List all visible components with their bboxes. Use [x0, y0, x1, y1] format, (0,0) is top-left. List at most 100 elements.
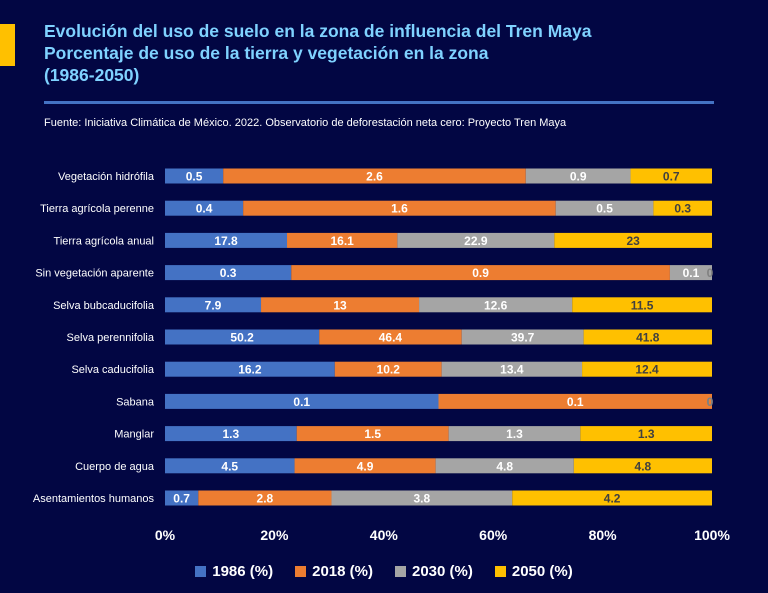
x-tick-label: 60% [479, 527, 508, 543]
legend-item: 2030 (%) [395, 563, 473, 580]
data-label: 4.5 [221, 459, 238, 473]
bar-segment [583, 329, 712, 345]
bar-segment [580, 426, 712, 442]
data-label: 2.8 [257, 492, 274, 506]
data-label: 13.4 [500, 363, 524, 377]
title-divider [44, 101, 714, 104]
data-label: 0.7 [173, 492, 190, 506]
data-label: 0.3 [674, 202, 691, 216]
bar-segment [441, 361, 583, 377]
bar-segment [397, 232, 555, 248]
legend-swatch [295, 566, 307, 577]
bar-segment [334, 361, 442, 377]
bar-segment [555, 200, 654, 216]
data-label: 13 [333, 298, 347, 312]
bar-segment [572, 297, 712, 313]
bar-segment [291, 265, 670, 281]
category-label: Cuerpo de agua [75, 461, 155, 473]
bar-segment [319, 329, 462, 345]
data-label: 1.6 [391, 202, 408, 216]
data-label: 1.3 [222, 427, 239, 441]
bar-segment [525, 168, 631, 184]
x-tick-label: 0% [155, 527, 176, 543]
legend-label: 2050 (%) [511, 563, 573, 580]
bar-segment [438, 393, 712, 409]
data-label: 0.9 [570, 170, 587, 184]
bar-segment [435, 458, 574, 474]
data-label: 0.1 [293, 395, 310, 409]
data-label: 0.1 [683, 266, 700, 280]
source-note: Fuente: Iniciativa Climática de México. … [44, 117, 567, 129]
title-line-1: Evolución del uso de suelo en la zona de… [44, 21, 592, 41]
bar-segment [554, 232, 712, 248]
bar-segment [448, 426, 581, 442]
legend-label: 1986 (%) [212, 563, 274, 580]
category-label: Asentamientos humanos [33, 493, 155, 505]
legend-swatch [494, 566, 506, 577]
bar-segment [165, 458, 295, 474]
data-label: 41.8 [636, 331, 660, 345]
data-label: 4.8 [496, 459, 513, 473]
title-line-3: (1986-2050) [44, 65, 140, 85]
bar-segment [461, 329, 584, 345]
legend-swatch [195, 566, 207, 577]
data-label: 0.5 [596, 202, 613, 216]
bar-segment [223, 168, 526, 184]
category-label: Sin vegetación aparente [35, 268, 154, 280]
bar-segment [165, 393, 439, 409]
data-label: 0.3 [220, 266, 237, 280]
data-label: 1.3 [506, 427, 523, 441]
x-tick-label: 80% [589, 527, 618, 543]
data-label: 4.9 [357, 459, 374, 473]
bar-segment [165, 297, 262, 313]
data-label: 46.4 [379, 331, 403, 345]
chart-legend: 1986 (%) 2018 (%) 2030 (%) 2050 (%) [0, 563, 768, 580]
data-label: 0 [707, 266, 714, 280]
bar-segment [243, 200, 556, 216]
data-label: 0.4 [196, 202, 213, 216]
bar-segment [165, 426, 297, 442]
data-label: 0 [707, 395, 714, 409]
category-label: Sabana [116, 396, 155, 408]
data-label: 16.2 [238, 363, 262, 377]
bar-segment [296, 426, 449, 442]
x-tick-label: 100% [694, 527, 730, 543]
bar-segment [419, 297, 573, 313]
data-label: 12.4 [635, 363, 659, 377]
title-line-2: Porcentaje de uso de la tierra y vegetac… [44, 43, 489, 63]
category-label: Tierra agrícola anual [54, 235, 154, 247]
bar-segment [582, 361, 712, 377]
data-label: 1.3 [638, 427, 655, 441]
legend-swatch [395, 566, 406, 577]
data-label: 0.5 [186, 170, 203, 184]
legend-item: 2050 (%) [494, 563, 573, 580]
x-tick-label: 20% [260, 527, 289, 543]
data-label: 17.8 [214, 234, 238, 248]
data-label: 10.2 [377, 363, 401, 377]
data-label: 3.8 [414, 492, 431, 506]
bar-segment [165, 232, 288, 248]
bar-segment [198, 490, 332, 506]
category-label: Manglar [114, 429, 154, 441]
legend-item: 2018 (%) [295, 563, 373, 580]
category-label: Tierra agrícola perenne [40, 203, 154, 215]
bar-segment [512, 490, 712, 506]
bar-segment [653, 200, 712, 216]
data-label: 0 [707, 395, 714, 409]
bar-segment [630, 168, 712, 184]
legend-label: 2018 (%) [312, 563, 373, 580]
data-label: 11.5 [631, 298, 654, 312]
bar-segment [165, 329, 320, 345]
category-label: Selva perennifolia [67, 332, 155, 344]
data-label: 22.9 [464, 234, 488, 248]
data-label: 2.6 [366, 170, 383, 184]
data-label: 7.9 [205, 298, 222, 312]
bar-segment [287, 232, 398, 248]
data-label: 4.2 [604, 492, 621, 506]
legend-label: 2030 (%) [412, 563, 473, 580]
data-label: 23 [626, 234, 640, 248]
bar-segment [165, 490, 199, 506]
accent-bar [0, 24, 15, 66]
data-label: 0.9 [472, 266, 489, 280]
